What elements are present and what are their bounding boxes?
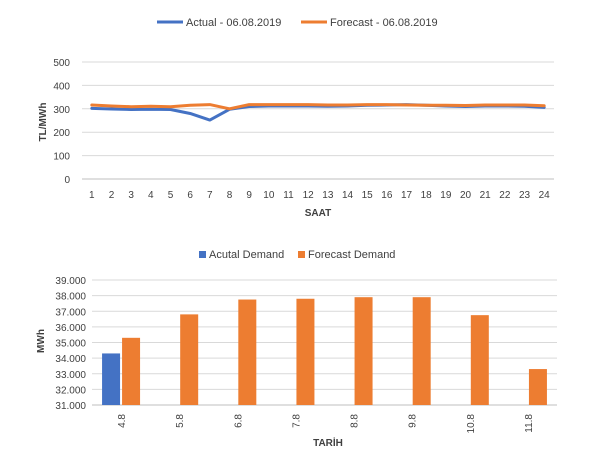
line-chart-x-tick-label: 2	[109, 190, 115, 201]
line-chart-y-tick-label: 100	[53, 152, 70, 163]
line-chart-x-tick-label: 17	[401, 190, 413, 201]
line-chart-x-tick-label: 9	[246, 190, 252, 201]
bar-forecast-demand	[528, 369, 547, 405]
line-chart-x-tick-label: 22	[499, 190, 511, 201]
line-chart-y-tick-label: 0	[64, 175, 70, 186]
bar-chart-x-tick-label: 7.8	[291, 414, 302, 428]
line-chart-x-tick-label: 6	[187, 190, 193, 201]
bar-chart-x-tick-label: 9.8	[408, 414, 419, 428]
bar-chart-y-tick-label: 36.000	[55, 323, 86, 334]
line-chart-x-tick-label: 3	[128, 190, 134, 201]
legend-label-actual-demand: Acutal Demand	[209, 249, 284, 261]
bar-actual-demand	[102, 353, 121, 405]
line-series-forecast	[90, 103, 546, 111]
line-chart-x-tick-label: 21	[480, 190, 492, 201]
line-chart-x-tick-label: 10	[263, 190, 275, 201]
bar-forecast-demand	[354, 297, 373, 405]
line-chart-x-tick-label: 19	[440, 190, 452, 201]
line-chart-x-axis-title: SAAT	[305, 208, 331, 219]
line-chart-x-tick-label: 18	[421, 190, 433, 201]
legend-swatch-forecast-demand	[298, 251, 305, 258]
line-chart-y-tick-label: 200	[53, 128, 70, 139]
bar-chart-x-tick-label: 4.8	[117, 414, 128, 428]
line-chart-x-tick-label: 4	[148, 190, 154, 201]
bar-chart-y-tick-label: 37.000	[55, 307, 86, 318]
bar-forecast-demand	[122, 337, 141, 405]
line-chart-y-ticks: 0 100 200 300 400 500	[53, 58, 70, 186]
bar-chart-y-tick-label: 32.000	[55, 385, 86, 396]
bar-chart-x-tick-label: 6.8	[233, 414, 244, 428]
line-chart-x-tick-label: 11	[283, 190, 294, 201]
bar-chart-x-axis-title: TARİH	[313, 436, 343, 449]
line-chart-x-tick-label: 13	[322, 190, 334, 201]
bar-chart-y-tick-label: 39.000	[55, 276, 86, 287]
bar-forecast-demand	[180, 314, 199, 405]
bar-chart-y-tick-label: 33.000	[55, 370, 86, 381]
line-chart-x-tick-label: 7	[207, 190, 213, 201]
line-chart-grid	[82, 61, 554, 180]
line-chart-y-tick-label: 400	[53, 81, 70, 92]
bar-chart-x-tick-label: 5.8	[175, 414, 186, 428]
bar-chart-x-tick-label: 8.8	[350, 414, 361, 428]
legend-label-forecast-demand: Forecast Demand	[308, 249, 395, 261]
bar-chart-y-ticks: 31.000 32.000 33.000 34.000 35.000 36.000 37.0…	[55, 276, 86, 412]
legend-swatch-actual-demand	[199, 251, 206, 258]
bar-chart-legend: Acutal Demand Forecast Demand	[199, 249, 395, 261]
line-chart-x-tick-label: 24	[539, 190, 551, 201]
line-chart-x-tick-label: 20	[460, 190, 472, 201]
bar-chart-x-tick-label: 11.8	[524, 414, 535, 433]
line-chart-x-tick-label: 16	[381, 190, 393, 201]
line-chart-x-tick-label: 5	[168, 190, 174, 201]
line-chart: Actual - 06.08.2019 Forecast - 06.08.201…	[38, 17, 554, 219]
bar-chart-x-ticks: 4.8 5.8 6.8 7.8 8.8 9.8 10.8 11.8	[117, 414, 535, 434]
line-chart-x-tick-label: 23	[519, 190, 531, 201]
bar-chart-y-tick-label: 35.000	[55, 339, 86, 350]
bar-forecast-demand	[296, 298, 315, 405]
bar-forecast-demand	[412, 297, 431, 405]
bar-chart: Acutal Demand Forecast Demand 31.000 32.0…	[36, 249, 557, 449]
line-chart-series	[90, 103, 546, 122]
line-chart-x-tick-label: 15	[362, 190, 374, 201]
line-chart-y-tick-label: 500	[53, 58, 70, 69]
line-chart-y-tick-label: 300	[53, 105, 70, 116]
legend-label-forecast: Forecast - 06.08.2019	[330, 17, 438, 29]
line-chart-x-tick-label: 14	[342, 190, 354, 201]
bar-forecast-demand	[470, 315, 489, 405]
bar-forecast-demand	[238, 299, 257, 405]
line-chart-legend: Actual - 06.08.2019 Forecast - 06.08.201…	[157, 17, 438, 29]
bar-chart-y-axis-title: MWh	[36, 329, 47, 353]
bar-chart-y-tick-label: 31.000	[55, 401, 86, 412]
bar-chart-bars	[102, 297, 547, 405]
line-chart-x-tick-label: 1	[89, 190, 95, 201]
line-chart-x-ticks: 1 2 3 4 5 6 7 8 9 10 11 12 13 14 15 16 17 18 19 20 21 22 23 24	[89, 190, 550, 201]
line-chart-x-tick-label: 8	[227, 190, 233, 201]
line-chart-x-tick-label: 12	[303, 190, 315, 201]
bar-chart-x-tick-label: 10.8	[466, 414, 477, 434]
bar-chart-y-tick-label: 38.000	[55, 292, 86, 303]
bar-chart-y-tick-label: 34.000	[55, 354, 86, 365]
line-chart-y-axis-title: TL/MWh	[38, 103, 49, 142]
legend-label-actual: Actual - 06.08.2019	[186, 17, 281, 29]
